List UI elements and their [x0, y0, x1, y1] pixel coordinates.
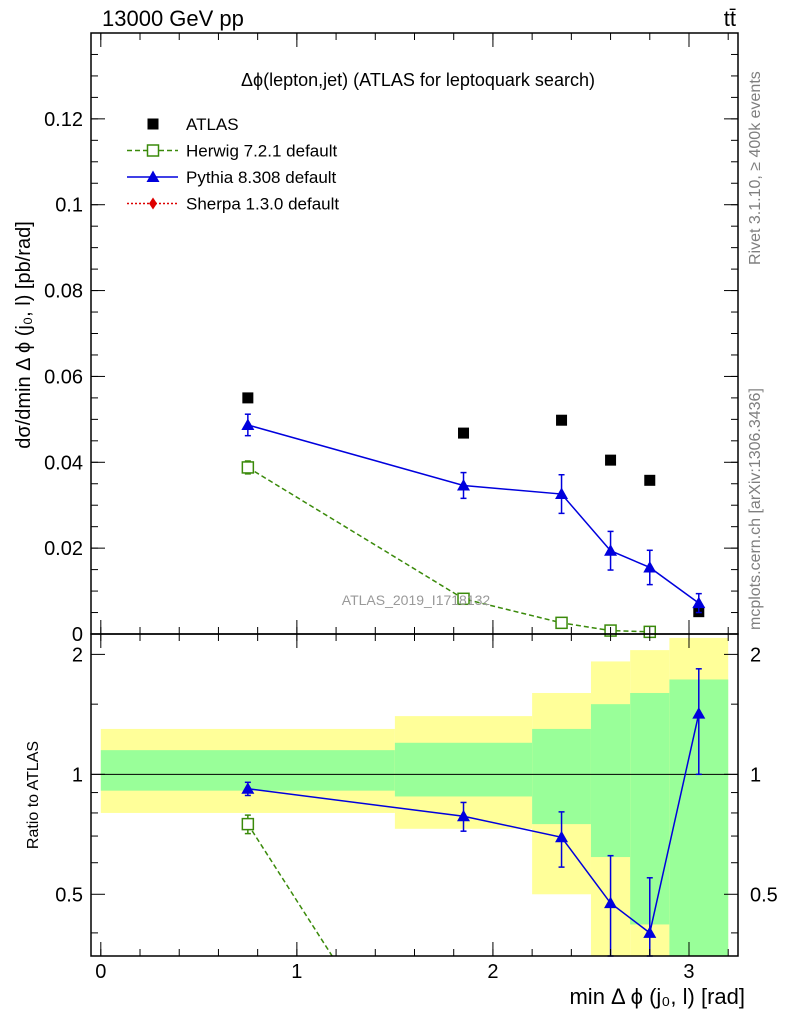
- y-tick-label: 0.06: [44, 366, 83, 388]
- uncertainty-band-inner: [394, 742, 533, 797]
- atlas-point: [556, 414, 568, 426]
- main-y-axis-label: dσ/dmin Δ ϕ (j₀, l) [pb/rad]: [13, 221, 35, 449]
- x-ticks: 0 1 2 3: [95, 634, 729, 983]
- herwig-point: [241, 461, 255, 474]
- y-tick-label: 0.08: [44, 281, 83, 303]
- legend-label-atlas: ATLAS: [186, 115, 239, 134]
- y-tick-label: 0.1: [55, 195, 83, 217]
- y-tick-label: 0.12: [44, 109, 83, 131]
- ratio-herwig-line: [247, 823, 333, 957]
- ratio-pythia-point: [692, 707, 706, 719]
- pythia-point: [241, 418, 255, 430]
- mcplots-label: mcplots.cern.ch [arXiv:1306.3436]: [747, 388, 764, 630]
- ratio-pythia-point: [604, 896, 618, 909]
- ratio-y-axis-label: Ratio to ATLAS: [25, 741, 42, 849]
- x-tick-label: 2: [487, 961, 498, 983]
- ratio-y-ticks: 0.5 0.5 1 1 2 2: [55, 644, 778, 934]
- ratio-panel: 0.5 0.5 1 1 2 2 0 1 2 3 Ratio to ATLAS min Δ ϕ (…: [25, 633, 778, 1009]
- pythia-point: [555, 487, 569, 500]
- y-tick-label: 0: [72, 624, 83, 646]
- x-tick-label: 1: [291, 961, 302, 983]
- rivet-label: Rivet 3.1.10, ≥ 400k events: [747, 71, 764, 265]
- pythia-point: [692, 596, 706, 609]
- legend: ATLAS Herwig 7.2.1 default Pythia 8.308 de…: [127, 115, 339, 214]
- ratio-plot-area: [90, 633, 739, 957]
- herwig-point: [457, 592, 470, 606]
- ratio-y-tick-label-right: 0.5: [750, 884, 778, 906]
- herwig-point: [555, 616, 568, 630]
- ratio-y-tick-label: 0.5: [55, 884, 83, 906]
- legend-label-sherpa: Sherpa 1.3.0 default: [186, 195, 339, 214]
- atlas-point: [242, 392, 254, 404]
- atlas-point: [644, 474, 656, 486]
- ratio-pythia-point: [643, 926, 657, 938]
- legend-label-pythia: Pythia 8.308 default: [186, 168, 337, 187]
- legend-label-herwig: Herwig 7.2.1 default: [186, 142, 337, 161]
- pythia-point: [643, 560, 657, 573]
- atlas-point: [605, 454, 617, 466]
- pythia-point: [457, 478, 471, 491]
- atlas-point: [458, 427, 470, 439]
- legend-marker-atlas: [147, 118, 159, 130]
- ratio-pythia-point: [555, 830, 569, 843]
- uncertainty-band-inner: [590, 704, 631, 858]
- legend-marker-herwig: [146, 144, 160, 157]
- ratio-pythia-point: [241, 782, 255, 794]
- process-label: tt̄: [724, 6, 736, 31]
- analysis-watermark: ATLAS_2019_I1718132: [342, 592, 491, 608]
- main-y-ticks: 0 0.02 0.04 0.06 0.08 0.1 0.12: [44, 32, 738, 646]
- ratio-y-tick-label-right: 2: [750, 644, 761, 666]
- uncertainty-band-inner: [532, 728, 591, 825]
- legend-marker-sherpa: [149, 197, 157, 210]
- ratio-y-tick-label: 1: [72, 764, 83, 786]
- ratio-herwig-point: [241, 817, 255, 831]
- x-tick-label: 3: [683, 961, 694, 983]
- legend-marker-pythia: [146, 170, 160, 182]
- energy-label: 13000 GeV pp: [102, 6, 244, 31]
- ratio-pythia-point: [457, 809, 471, 822]
- y-tick-label: 0.04: [44, 452, 83, 474]
- main-panel: Δϕ(lepton,jet) (ATLAS for leptoquark sea…: [13, 32, 739, 646]
- ratio-y-tick-label-right: 1: [750, 764, 761, 786]
- x-tick-label: 0: [95, 961, 106, 983]
- x-axis-label: min Δ ϕ (j₀, l) [rad]: [569, 984, 745, 1009]
- main-title: Δϕ(lepton,jet) (ATLAS for leptoquark sea…: [241, 70, 595, 90]
- y-tick-label: 0.02: [44, 538, 83, 560]
- pythia-line: [247, 424, 700, 604]
- ratio-pythia-line: [247, 713, 700, 935]
- ratio-y-tick-label: 2: [72, 644, 83, 666]
- pythia-point: [604, 544, 618, 556]
